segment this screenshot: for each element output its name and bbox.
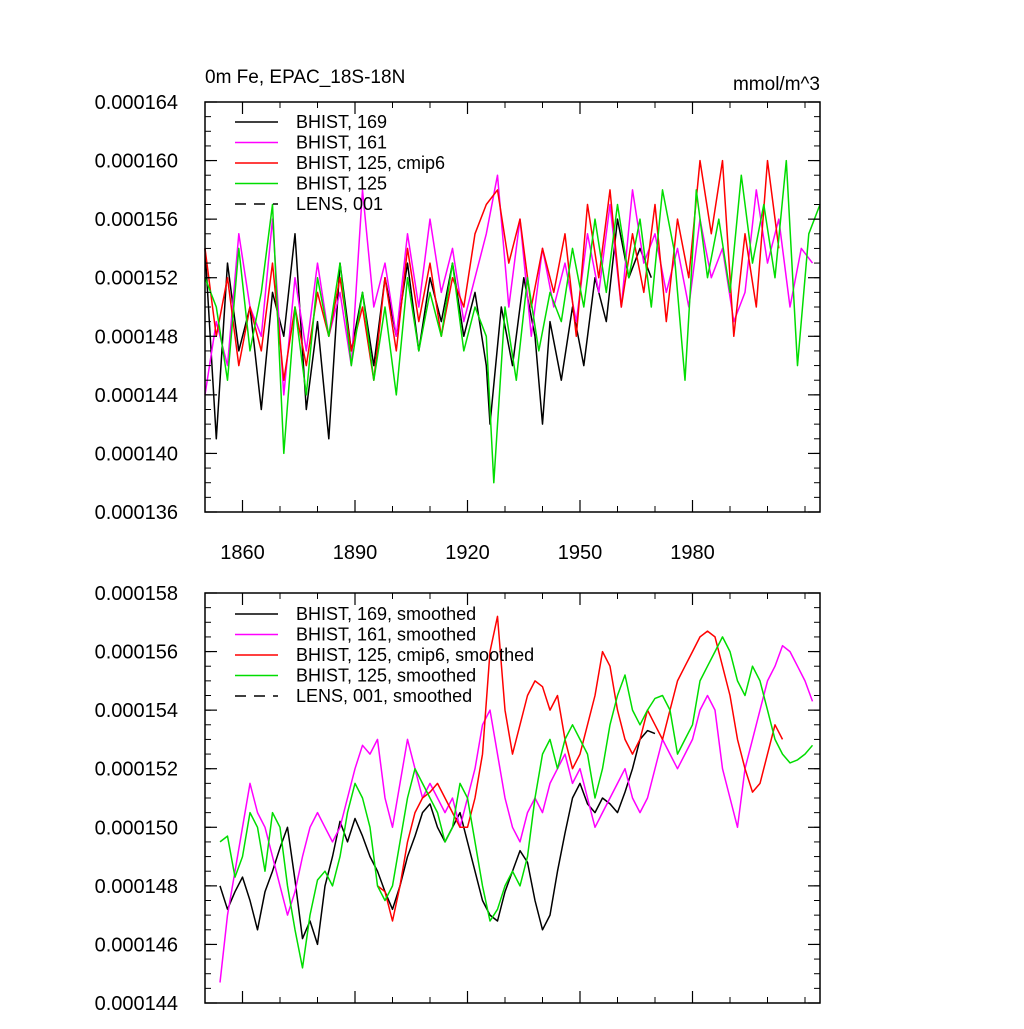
top-xtick-label: 1950	[558, 542, 603, 564]
bottom-legend-label-bhist-125-cmip6-smoothed: BHIST, 125, cmip6, smoothed	[296, 645, 534, 665]
top-ytick-label: 0.000160	[95, 151, 178, 173]
top-ytick-label: 0.000144	[95, 385, 178, 407]
bottom-series-line-bhist-125-cmip6-smoothed	[377, 615, 784, 922]
top-legend-label-lens-001: LENS, 001	[296, 194, 383, 214]
top-series-line-bhist-125	[204, 159, 821, 484]
top-ytick-label: 0.000140	[95, 443, 178, 465]
bottom-axis-ticks: 0.000158 0.000156 0.000154 0.000152 0.000150…	[95, 583, 820, 1015]
top-xtick-label: 1980	[670, 542, 715, 564]
bottom-ytick-label: 0.000154	[95, 700, 178, 722]
top-axis-ticks: 0.000164 0.000160 0.000156 0.000152 0.000148…	[95, 92, 820, 564]
top-legend-label-bhist-161: BHIST, 161	[296, 133, 387, 153]
bottom-ytick-label: 0.000152	[95, 759, 178, 781]
bottom-series-line-bhist-125-smoothed	[219, 636, 814, 969]
top-chart-panel: 0m Fe, EPAC_18S-18N mmol/m^3 0.0001640.0…	[95, 67, 821, 564]
top-xtick-label: 1920	[445, 542, 490, 564]
top-ytick-label: 0.000148	[95, 326, 178, 348]
bottom-ytick-label: 0.000148	[95, 876, 178, 898]
bottom-legend-label-lens-001-smoothed: LENS, 001, smoothed	[296, 686, 472, 706]
top-ytick-label: 0.000136	[95, 502, 178, 524]
top-series-line-bhist-125-cmip6	[204, 159, 780, 381]
bottom-legend-label-bhist-125-smoothed: BHIST, 125, smoothed	[296, 666, 476, 686]
top-chart-units: mmol/m^3	[733, 74, 820, 95]
bottom-ytick-label: 0.000146	[95, 934, 178, 956]
top-xtick-label: 1890	[333, 542, 378, 564]
top-ytick-label: 0.000152	[95, 268, 178, 290]
bottom-legend-label-bhist-169-smoothed: BHIST, 169, smoothed	[296, 604, 476, 624]
bottom-series-line-bhist-161-smoothed	[219, 644, 814, 983]
bottom-legend-label-bhist-161-smoothed: BHIST, 161, smoothed	[296, 625, 476, 645]
top-series-line-bhist-169	[204, 218, 652, 440]
top-ytick-label: 0.000156	[95, 209, 178, 231]
top-series-group	[204, 159, 821, 484]
top-xtick-label: 1860	[220, 542, 265, 564]
top-legend-label-bhist-169: BHIST, 169	[296, 112, 387, 132]
top-ytick-label: 0.000164	[95, 92, 178, 114]
top-chart-title: 0m Fe, EPAC_18S-18N	[205, 67, 405, 88]
top-series-line-bhist-161	[204, 174, 814, 396]
bottom-series-group	[219, 615, 814, 983]
bottom-ytick-label: 0.000156	[95, 642, 178, 664]
bottom-series-line-bhist-169-smoothed	[219, 729, 656, 946]
top-legend-label-bhist-125: BHIST, 125	[296, 174, 387, 194]
bottom-chart-panel: 0.000158 0.000156 0.000154 0.000152 0.000150…	[95, 583, 821, 1015]
bottom-ytick-label: 0.000150	[95, 817, 178, 839]
top-legend-label-bhist-125-cmip6: BHIST, 125, cmip6	[296, 153, 445, 173]
bottom-ytick-label: 0.000158	[95, 583, 178, 605]
bottom-ytick-label: 0.000144	[95, 993, 178, 1015]
